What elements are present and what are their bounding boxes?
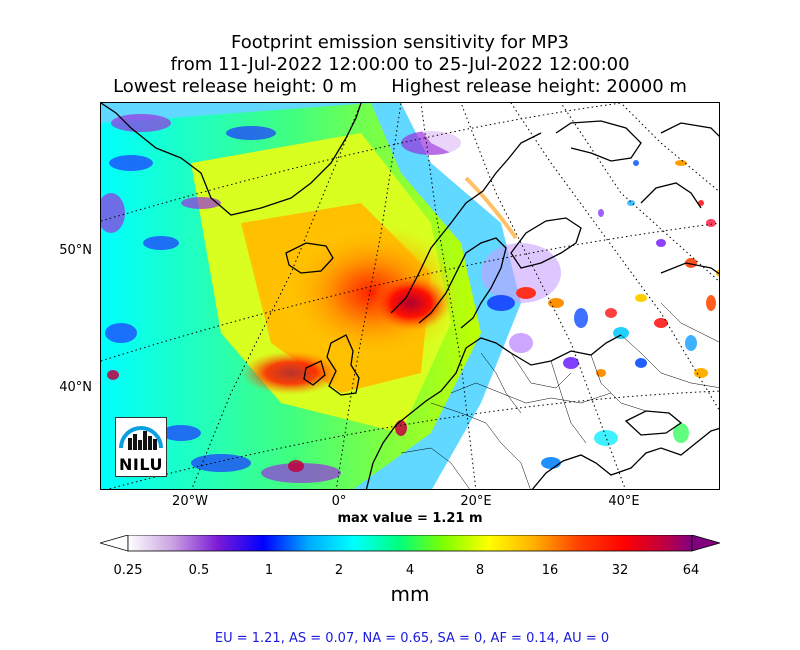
colorbar-tick: 64 — [682, 563, 700, 578]
colorbar-tick: 4 — [405, 563, 415, 578]
nilu-logo-text: NILU — [119, 455, 163, 474]
plot-date-range: from 11-Jul-2022 12:00:00 to 25-Jul-2022… — [170, 54, 630, 75]
plot-release-heights: Lowest release height: 0 m Highest relea… — [113, 76, 687, 97]
max-value-label: max value = 1.21 m — [337, 511, 483, 526]
regional-values: EU = 1.21, AS = 0.07, NA = 0.65, SA = 0,… — [214, 631, 610, 646]
colorbar-unit: mm — [390, 582, 430, 606]
colorbar-tick: 2 — [334, 563, 344, 578]
lon-label-20e: 20°E — [460, 494, 492, 509]
lon-label-20w: 20°W — [172, 494, 208, 509]
nilu-logo: NILU — [115, 417, 167, 477]
lon-label-0: 0° — [331, 494, 347, 509]
coastlines — [101, 103, 719, 489]
convective-spots — [481, 160, 719, 469]
plot-title: Footprint emission sensitivity for MP3 — [230, 32, 569, 53]
colorbar-tick: 1 — [264, 563, 274, 578]
colorbar-tick: 16 — [541, 563, 559, 578]
footprint-map: NILU — [100, 102, 720, 490]
colorbar-tick: 0.25 — [113, 563, 143, 578]
colorbar-tick: 0.5 — [188, 563, 210, 578]
colorbar-tick: 8 — [475, 563, 485, 578]
colorbar — [100, 535, 720, 552]
colorbar-tick: 32 — [611, 563, 629, 578]
lat-label-50n: 50°N — [59, 243, 92, 258]
lat-label-40n: 40°N — [59, 380, 92, 395]
lon-label-40e: 40°E — [608, 494, 640, 509]
graticule — [101, 103, 719, 489]
country-borders — [400, 302, 719, 489]
